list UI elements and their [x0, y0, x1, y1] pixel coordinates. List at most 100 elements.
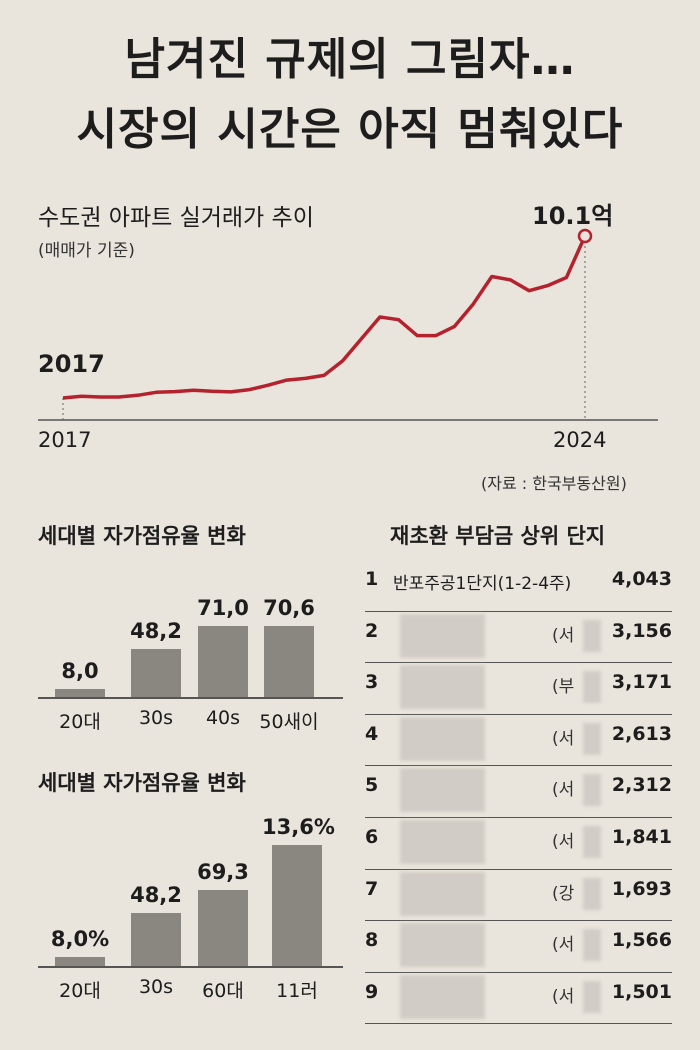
bar-category-label: 20대 — [59, 980, 101, 1002]
bar-value-label: 69,3 — [197, 860, 249, 885]
redacted-name — [400, 871, 485, 916]
line-x-tick-end: 2024 — [553, 428, 607, 452]
bar-category-label: 20대 — [59, 711, 101, 733]
table-row: 7 (강 1,693 — [365, 870, 672, 922]
table-row: 3 (부 3,171 — [365, 663, 672, 715]
row-name: 반포주공1단지(1-2-4주) — [393, 574, 572, 594]
redacted-name — [400, 613, 485, 658]
row-divider — [365, 868, 672, 870]
table-row: 6 (서 1,841 — [365, 818, 672, 870]
bar-value-label: 48,2 — [130, 883, 182, 908]
row-amount: 3,171 — [611, 671, 672, 694]
row-rank: 2 — [365, 619, 379, 642]
row-amount: 1,566 — [611, 929, 672, 952]
row-amount: 2,312 — [611, 774, 672, 797]
bar — [198, 626, 248, 697]
end-point-marker — [577, 228, 593, 244]
row-rank: 5 — [365, 774, 379, 797]
row-region: (서 — [552, 728, 575, 749]
row-region: (부 — [552, 677, 575, 698]
row-amount: 3,156 — [611, 619, 672, 642]
bar-chart-2-title: 세대별 자가점유율 변화 — [38, 771, 246, 795]
row-amount: 1,693 — [611, 877, 672, 900]
headline-line-2: 시장의 시간은 아직 멈춰있다 — [76, 104, 624, 155]
row-divider — [365, 920, 672, 922]
table-title: 재초환 부담금 상위 단지 — [390, 524, 606, 548]
row-amount: 4,043 — [611, 568, 672, 590]
table-row: 1 반포주공1단지(1-2-4주) 4,043 — [365, 560, 672, 612]
row-rank: 8 — [365, 929, 379, 952]
row-divider — [365, 610, 672, 612]
row-rank: 1 — [365, 568, 379, 590]
table-row: 5 (서 2,312 — [365, 766, 672, 818]
bar-chart-1-title: 세대별 자가점유율 변화 — [38, 524, 246, 548]
table-row: 9 (서 1,501 — [365, 973, 672, 1025]
headline-line-1: 남겨진 규제의 그림자… — [124, 34, 576, 85]
line-chart-title: 수도권 아파트 실거래가 추이 — [38, 205, 314, 231]
bar — [198, 890, 248, 966]
bar — [264, 626, 314, 697]
redacted-region — [583, 774, 601, 807]
row-amount: 1,501 — [611, 980, 672, 1003]
row-region: (강 — [552, 883, 575, 904]
bar-category-label: 30s — [138, 976, 174, 998]
redacted-name — [400, 665, 485, 710]
bar-value-label: 70,6 — [263, 596, 315, 621]
bar — [131, 913, 181, 966]
redacted-name — [400, 716, 485, 761]
bar-category-label: 30s — [138, 707, 174, 729]
bar — [272, 845, 322, 966]
bar-category-label: 50새이 — [259, 711, 319, 733]
line-start-label: 2017 — [38, 350, 105, 378]
redacted-region — [583, 619, 601, 652]
line-x-tick-start: 2017 — [38, 428, 92, 452]
table-row: 4 (서 2,613 — [365, 715, 672, 767]
bar-value-label: 71,0 — [197, 596, 249, 620]
redacted-name — [400, 974, 485, 1019]
row-region: (서 — [552, 935, 575, 956]
redacted-region — [583, 671, 601, 704]
source-note: (자료 : 한국부동산원) — [481, 474, 627, 493]
row-region: (서 — [552, 625, 575, 646]
redacted-name — [400, 768, 485, 813]
redacted-name — [400, 923, 485, 968]
redacted-name — [400, 820, 485, 864]
redacted-region — [583, 722, 601, 755]
bar-category-label: 40s — [205, 707, 241, 729]
bar-category-label: 11러 — [276, 980, 318, 1002]
line-chart-subtitle: (매매가 기준) — [38, 241, 135, 261]
row-divider — [365, 662, 672, 664]
row-divider — [365, 713, 672, 715]
row-divider — [365, 816, 672, 818]
redacted-region — [583, 929, 601, 962]
bar — [131, 648, 181, 697]
table-row: 2 (서 3,156 — [365, 612, 672, 664]
bar — [55, 689, 105, 697]
bar-baseline — [38, 966, 343, 968]
price-series-line — [62, 235, 587, 400]
redacted-region — [583, 877, 601, 910]
row-divider — [365, 971, 672, 973]
row-rank: 6 — [365, 826, 379, 848]
redacted-region — [583, 826, 601, 858]
bar-value-label: 8,0 — [61, 659, 99, 683]
bar-value-label: 48,2 — [130, 618, 182, 643]
table-row: 8 (서 1,566 — [365, 921, 672, 973]
row-region: (서 — [552, 832, 575, 852]
row-rank: 9 — [365, 980, 379, 1003]
row-rank: 4 — [365, 722, 379, 745]
row-rank: 3 — [365, 671, 379, 694]
line-end-value-label: 10.1억 — [532, 202, 614, 230]
line-chart — [38, 228, 658, 421]
bar-category-label: 60대 — [202, 980, 244, 1002]
row-amount: 1,841 — [611, 826, 672, 848]
row-amount: 2,613 — [611, 722, 672, 745]
row-rank: 7 — [365, 877, 379, 900]
row-divider — [365, 765, 672, 767]
bar-baseline — [38, 697, 343, 699]
row-region: (서 — [552, 986, 575, 1007]
redacted-region — [583, 980, 601, 1013]
row-divider — [365, 1023, 672, 1025]
bar-value-label: 8,0% — [50, 927, 110, 952]
bar-value-label: 13,6% — [262, 815, 335, 839]
